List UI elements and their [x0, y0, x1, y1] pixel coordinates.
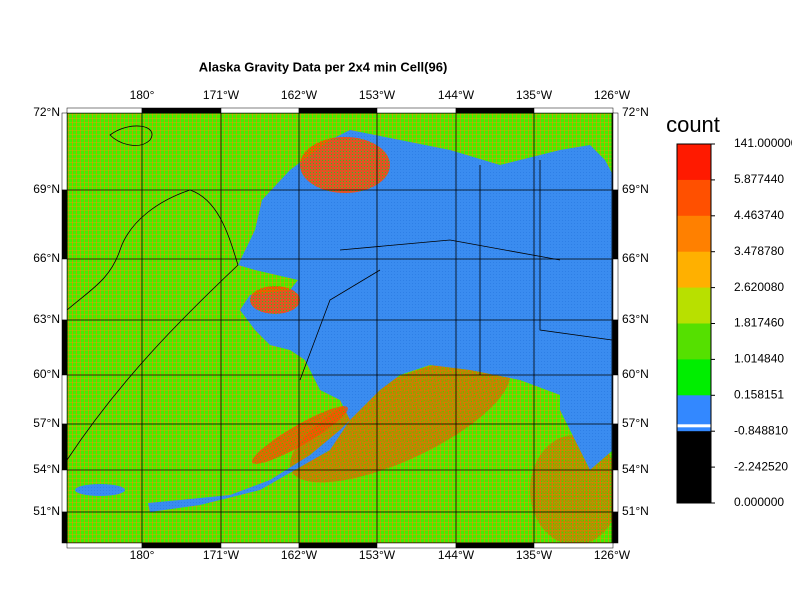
lat-label-right: 63°N: [622, 312, 649, 326]
lat-label-right: 66°N: [622, 251, 649, 265]
boundary-line: [67, 264, 239, 461]
lat-label-left: 51°N: [33, 504, 60, 518]
colorbar-label: 0.000000: [734, 495, 784, 509]
frame-bar: [533, 542, 614, 549]
colorbar-segment: [677, 359, 711, 396]
frame-bar: [612, 319, 619, 376]
lon-label-bottom: 180°: [130, 548, 155, 562]
lat-label-right: 60°N: [622, 367, 649, 381]
lat-label-left: 60°N: [33, 367, 60, 381]
lat-label-left: 63°N: [33, 312, 60, 326]
frame-bar: [612, 189, 619, 260]
frame-bar: [66, 107, 143, 114]
colorbar-segment: [677, 287, 711, 324]
frame-bar: [61, 374, 68, 425]
lon-label-top: 180°: [130, 88, 155, 102]
coastline: [67, 189, 239, 311]
colorbar-segment: [677, 323, 711, 360]
colorbar-label: 4.463740: [734, 208, 784, 222]
lon-label-top: 126°W: [594, 88, 631, 102]
colorbar-segment: [677, 144, 711, 181]
frame-bar: [61, 189, 68, 260]
colorbar-segment: [677, 431, 711, 468]
colorbar-divider: [677, 424, 711, 428]
frame-bar: [298, 107, 378, 114]
frame-bar: [455, 107, 535, 114]
axis-labels: 180° 180° 171°W 171°W 162°W 162°W 153°W 153°W 14…: [33, 88, 649, 562]
boundary-line: [299, 160, 613, 381]
colorbar-label: 141.000000: [734, 136, 792, 150]
colorbar-segment: [677, 179, 711, 217]
frame-bar: [61, 258, 68, 321]
lat-label-left: 66°N: [33, 251, 60, 265]
frame-bar: [612, 511, 619, 544]
colorbar-label: 2.620080: [734, 280, 784, 294]
coastline: [109, 125, 153, 146]
lat-label-left: 54°N: [33, 462, 60, 476]
alaska-landmass: [148, 130, 613, 512]
lon-label-bottom: 126°W: [594, 548, 631, 562]
lon-label-bottom: 153°W: [359, 548, 396, 562]
lon-label-top: 144°W: [438, 88, 475, 102]
frame-bar: [61, 469, 68, 513]
lon-label-top: 162°W: [281, 88, 318, 102]
colorbar-label: 3.478780: [734, 244, 784, 258]
frame-bar: [612, 469, 619, 513]
frame-bar: [612, 112, 619, 191]
frame-bar: [61, 112, 68, 191]
lat-label-right: 54°N: [622, 462, 649, 476]
lon-label-top: 153°W: [359, 88, 396, 102]
map-title: Alaska Gravity Data per 2x4 min Cell(96): [199, 59, 448, 74]
lon-label-bottom: 144°W: [438, 548, 475, 562]
graticule: [67, 112, 613, 543]
frame-bar: [61, 319, 68, 376]
frame-bar: [61, 511, 68, 544]
frame-bar: [612, 258, 619, 321]
frame-bar: [61, 423, 68, 471]
colorbar-label: -0.848810: [734, 423, 788, 437]
colorbar-label: -2.242520: [734, 459, 788, 473]
lat-label-right: 69°N: [622, 182, 649, 196]
frame-bar: [141, 107, 222, 114]
colorbar-label: 1.014840: [734, 352, 784, 366]
legend-title: count: [666, 112, 720, 137]
frame-bars: [61, 107, 619, 549]
lon-label-bottom: 171°W: [203, 548, 240, 562]
lat-label-left: 72°N: [33, 105, 60, 119]
lon-label-bottom: 162°W: [281, 548, 318, 562]
colorbar: 141.000000 5.877440 4.463740 3.478780 2.6200…: [676, 136, 792, 509]
frame-bar: [376, 107, 457, 114]
colorbar-label: 1.817460: [734, 316, 784, 330]
lon-label-bottom: 135°W: [516, 548, 553, 562]
lat-label-right: 51°N: [622, 504, 649, 518]
map-area: [67, 113, 613, 543]
colorbar-segment: [677, 215, 711, 253]
lat-label-right: 57°N: [622, 416, 649, 430]
colorbar-segment: [677, 251, 711, 289]
frame-bar: [533, 107, 614, 114]
lon-label-top: 171°W: [203, 88, 240, 102]
lon-label-top: 135°W: [516, 88, 553, 102]
frame-bar: [220, 107, 300, 114]
colorbar-label: 0.158151: [734, 387, 784, 401]
frame-bar: [612, 374, 619, 425]
lat-label-right: 72°N: [622, 105, 649, 119]
lat-label-left: 57°N: [33, 416, 60, 430]
colorbar-label: 5.877440: [734, 172, 784, 186]
lat-label-left: 69°N: [33, 182, 60, 196]
colorbar-segment: [677, 467, 711, 504]
frame-bar: [612, 423, 619, 471]
